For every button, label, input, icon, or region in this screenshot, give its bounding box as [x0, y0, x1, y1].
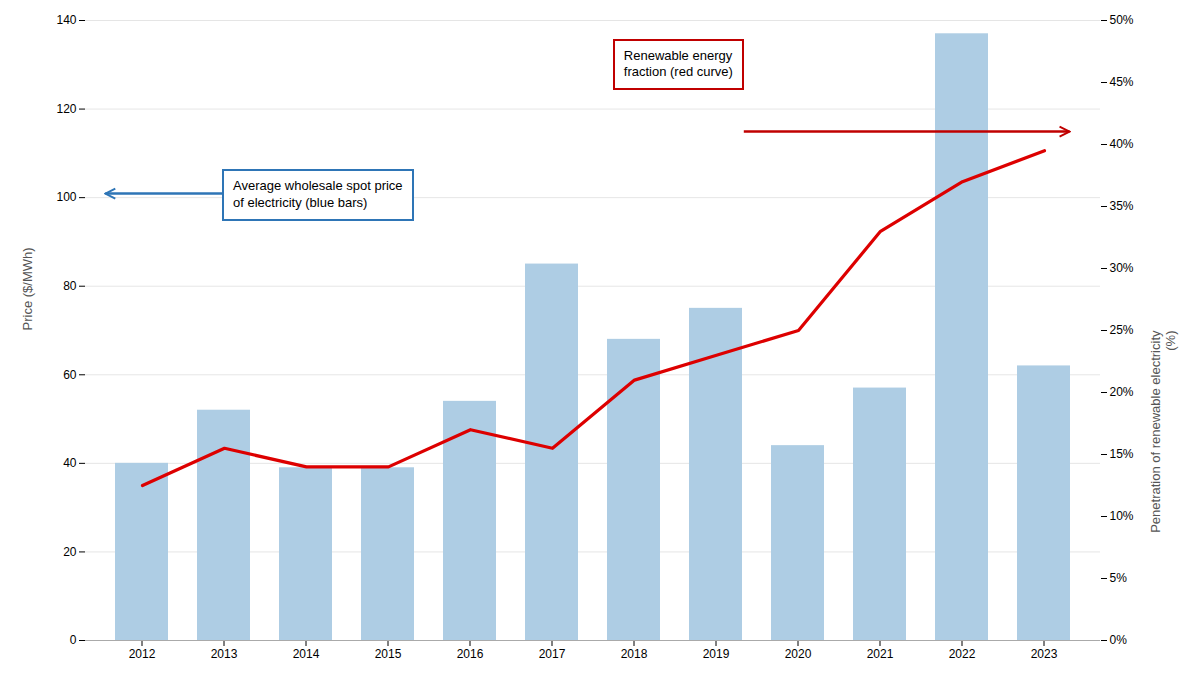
- svg-text:10%: 10%: [1110, 509, 1134, 523]
- svg-text:30%: 30%: [1110, 261, 1134, 275]
- svg-text:40%: 40%: [1110, 137, 1134, 151]
- svg-text:0: 0: [70, 633, 77, 647]
- svg-text:2018: 2018: [621, 647, 648, 661]
- svg-text:2012: 2012: [129, 647, 156, 661]
- svg-text:20: 20: [63, 545, 77, 559]
- svg-text:140: 140: [56, 13, 76, 27]
- svg-text:120: 120: [56, 102, 76, 116]
- svg-text:2016: 2016: [457, 647, 484, 661]
- html-text:Average wholesale spot price o: Average wholesale spot price of electric…: [233, 177, 403, 210]
- svg-text:20%: 20%: [1110, 385, 1134, 399]
- svg-text:2014: 2014: [293, 647, 320, 661]
- svg-text:50%: 50%: [1110, 13, 1134, 27]
- html-text:Renewable energy fraction (red: Renewable energy fraction (red curve): [623, 47, 733, 80]
- svg-text:25%: 25%: [1110, 323, 1134, 337]
- svg-text:15%: 15%: [1110, 447, 1134, 461]
- svg-text:2019: 2019: [703, 647, 730, 661]
- svg-text:5%: 5%: [1110, 571, 1128, 585]
- svg-text:45%: 45%: [1110, 75, 1134, 89]
- svg-text:2015: 2015: [375, 647, 402, 661]
- svg-text:0%: 0%: [1110, 633, 1128, 647]
- svg-text:2017: 2017: [539, 647, 566, 661]
- svg-text:60: 60: [63, 368, 77, 382]
- svg-text:Penetration of renewable elect: Penetration of renewable electricity(%): [1148, 330, 1179, 533]
- svg-text:100: 100: [56, 190, 76, 204]
- svg-text:40: 40: [63, 456, 77, 470]
- svg-text:2022: 2022: [949, 647, 976, 661]
- svg-text:2023: 2023: [1031, 647, 1058, 661]
- svg-text:Price ($/MWh): Price ($/MWh): [20, 247, 35, 330]
- svg-text:2020: 2020: [785, 647, 812, 661]
- svg-text:35%: 35%: [1110, 199, 1134, 213]
- svg-text:2021: 2021: [867, 647, 894, 661]
- svg-text:80: 80: [63, 279, 77, 293]
- svg-text:2013: 2013: [211, 647, 238, 661]
